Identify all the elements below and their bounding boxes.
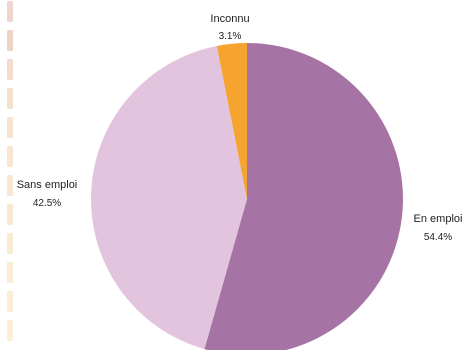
- slice-label: Inconnu: [210, 13, 249, 25]
- slice-label: En emploi: [414, 213, 463, 225]
- slice-label: Sans emploi: [17, 179, 78, 191]
- slice-value-label: 54.4%: [424, 232, 452, 243]
- decorative-dash: [7, 291, 13, 312]
- decorative-dash: [7, 320, 13, 341]
- decorative-dash: [7, 262, 13, 283]
- slice-value-label: 42.5%: [33, 198, 61, 209]
- decorative-dash: [7, 30, 13, 51]
- pie-labels: En emploi 54.4% Sans emploi 42.5% Inconnu 3.1…: [17, 13, 463, 243]
- decorative-dash: [7, 88, 13, 109]
- decorative-dash: [7, 233, 13, 254]
- decorative-dash: [7, 59, 13, 80]
- pie-slice-inconnu: [216, 43, 247, 199]
- pie-slices: [90, 43, 403, 350]
- decorative-dash: [7, 1, 13, 22]
- decorative-dash: [7, 175, 13, 196]
- decorative-dash: [7, 204, 13, 225]
- pie-slice-en-emploi: [204, 43, 403, 350]
- decorative-dash: [7, 146, 13, 167]
- pie-slice-sans-emploi: [90, 45, 248, 350]
- decorative-dash-strip: [7, 0, 13, 350]
- decorative-dash: [7, 117, 13, 138]
- slice-value-label: 3.1%: [219, 31, 242, 42]
